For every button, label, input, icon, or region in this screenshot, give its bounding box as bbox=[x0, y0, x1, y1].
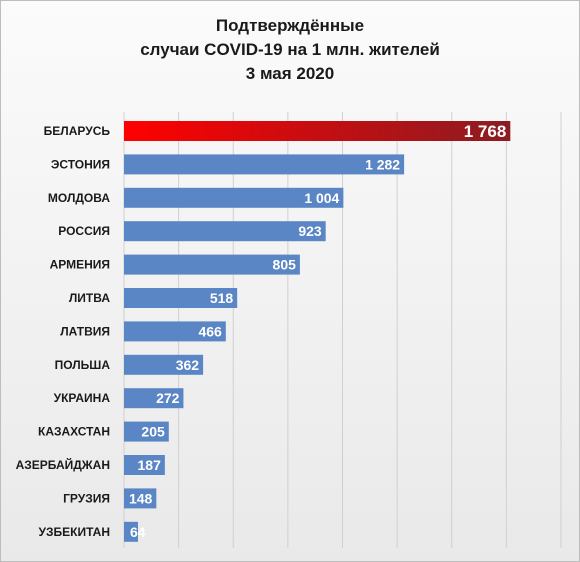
bars bbox=[124, 121, 511, 542]
value-label: 805 bbox=[273, 257, 297, 273]
gridlines bbox=[123, 112, 562, 548]
value-label: 362 bbox=[176, 357, 200, 373]
category-label: МОЛДОВА bbox=[48, 191, 110, 205]
category-label: БЕЛАРУСЬ bbox=[44, 124, 111, 138]
value-label: 205 bbox=[141, 424, 165, 440]
bar bbox=[124, 121, 511, 141]
category-label: АРМЕНИЯ bbox=[50, 258, 110, 272]
title-line-3: 3 мая 2020 bbox=[245, 64, 335, 83]
bar bbox=[124, 154, 405, 175]
category-label: ЛАТВИЯ bbox=[60, 324, 110, 338]
bar bbox=[124, 254, 300, 275]
bar bbox=[124, 288, 238, 308]
category-label: ГРУЗИЯ bbox=[63, 491, 110, 505]
value-label: 1 004 bbox=[304, 190, 339, 206]
value-label: 64 bbox=[130, 524, 146, 540]
category-label: ПОЛЬША bbox=[55, 358, 111, 372]
value-label: 148 bbox=[129, 490, 153, 506]
bar bbox=[124, 488, 157, 509]
value-label: 466 bbox=[198, 323, 222, 339]
bar bbox=[124, 421, 169, 442]
category-label: УЗБЕКИТАН bbox=[39, 525, 110, 539]
category-label: ЭСТОНИЯ bbox=[51, 157, 110, 171]
value-label: 923 bbox=[298, 223, 322, 239]
title-line-2: случаи COVID-19 на 1 млн. жителей bbox=[140, 40, 440, 59]
bar bbox=[124, 321, 226, 342]
value-label: 187 bbox=[138, 457, 162, 473]
value-label: 1 282 bbox=[365, 156, 400, 172]
bar bbox=[124, 521, 138, 542]
bar bbox=[124, 455, 165, 475]
category-label: КАЗАХСТАН bbox=[38, 425, 110, 439]
title-line-1: Подтверждённые bbox=[215, 16, 365, 35]
bar bbox=[124, 187, 344, 208]
value-label: 1 768 bbox=[464, 122, 507, 141]
value-label: 272 bbox=[156, 390, 180, 406]
category-label: РОССИЯ bbox=[58, 224, 110, 238]
category-label: УКРАИНА bbox=[54, 391, 111, 405]
bar bbox=[124, 388, 184, 409]
chart-title: Подтверждённые случаи COVID-19 на 1 млн.… bbox=[0, 14, 580, 86]
value-label: 518 bbox=[210, 290, 234, 306]
bar bbox=[124, 221, 326, 242]
bar bbox=[124, 354, 204, 375]
category-label: ЛИТВА bbox=[69, 291, 110, 305]
category-labels: БЕЛАРУСЬ ЭСТОНИЯ МОЛДОВА РОССИЯ АРМЕНИЯ ЛИТВА… bbox=[16, 124, 111, 539]
value-labels: 1 768 1 282 1 004 923 805 518 466 362 272 205 187 1… bbox=[129, 122, 506, 540]
category-label: АЗЕРБАЙДЖАН bbox=[16, 457, 110, 472]
